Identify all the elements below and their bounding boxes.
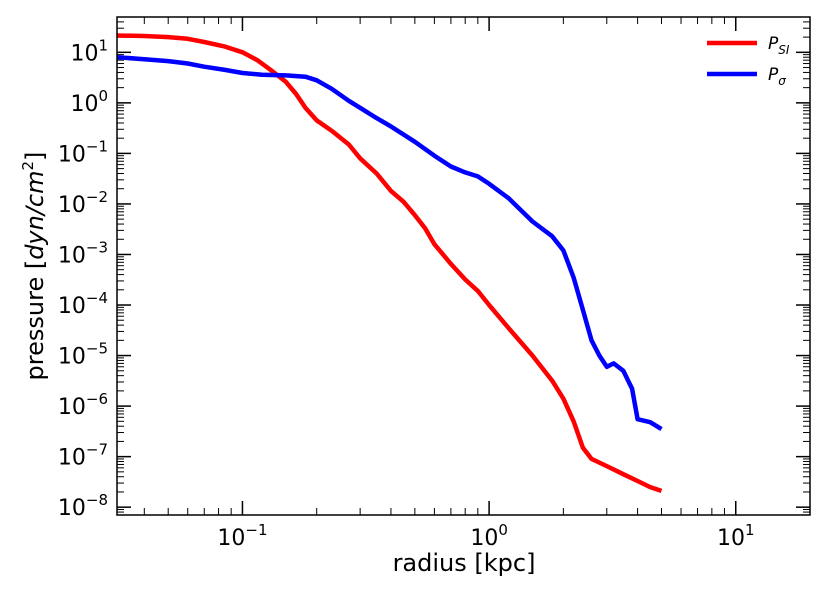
tick-marks (117, 16, 811, 516)
x-tick-label: 101 (717, 521, 755, 551)
legend-label-psigma: Pσ (768, 65, 786, 88)
y-tick-label: 10−5 (58, 340, 108, 370)
x-tick-label: 100 (470, 521, 508, 551)
y-tick-label: 101 (70, 36, 108, 66)
x-tick-labels: 10−1 100 101 (217, 521, 754, 551)
y-tick-label: 10−6 (58, 390, 108, 420)
x-axis-label: radius [kpc] (393, 549, 536, 577)
series-line-psi (116, 33, 663, 494)
legend-label-psi: PSI (768, 34, 790, 57)
y-tick-label: 10−1 (58, 137, 108, 167)
y-tick-label: 10−7 (58, 441, 108, 471)
y-tick-label: 10−4 (58, 289, 108, 319)
y-tick-label: 10−8 (58, 491, 108, 521)
y-tick-labels: 101 100 10−1 10−2 10−3 10−4 10−5 10−6 10−7 10−8 (58, 36, 108, 521)
plot-frame (116, 16, 811, 516)
y-axis-label: pressure [dyn/cm2] (19, 152, 49, 381)
y-tick-label: 10−2 (58, 188, 108, 218)
y-tick-label: 100 (70, 87, 108, 117)
x-tick-label: 10−1 (217, 521, 267, 551)
series-line-psigma (116, 54, 663, 432)
legend: PSI Pσ (707, 34, 790, 88)
series-lines (116, 33, 663, 494)
y-tick-label: 10−3 (58, 238, 108, 268)
